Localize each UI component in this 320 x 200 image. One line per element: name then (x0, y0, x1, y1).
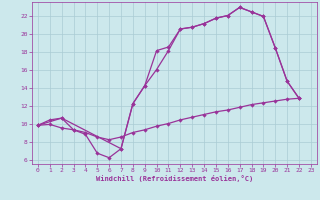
X-axis label: Windchill (Refroidissement éolien,°C): Windchill (Refroidissement éolien,°C) (96, 175, 253, 182)
